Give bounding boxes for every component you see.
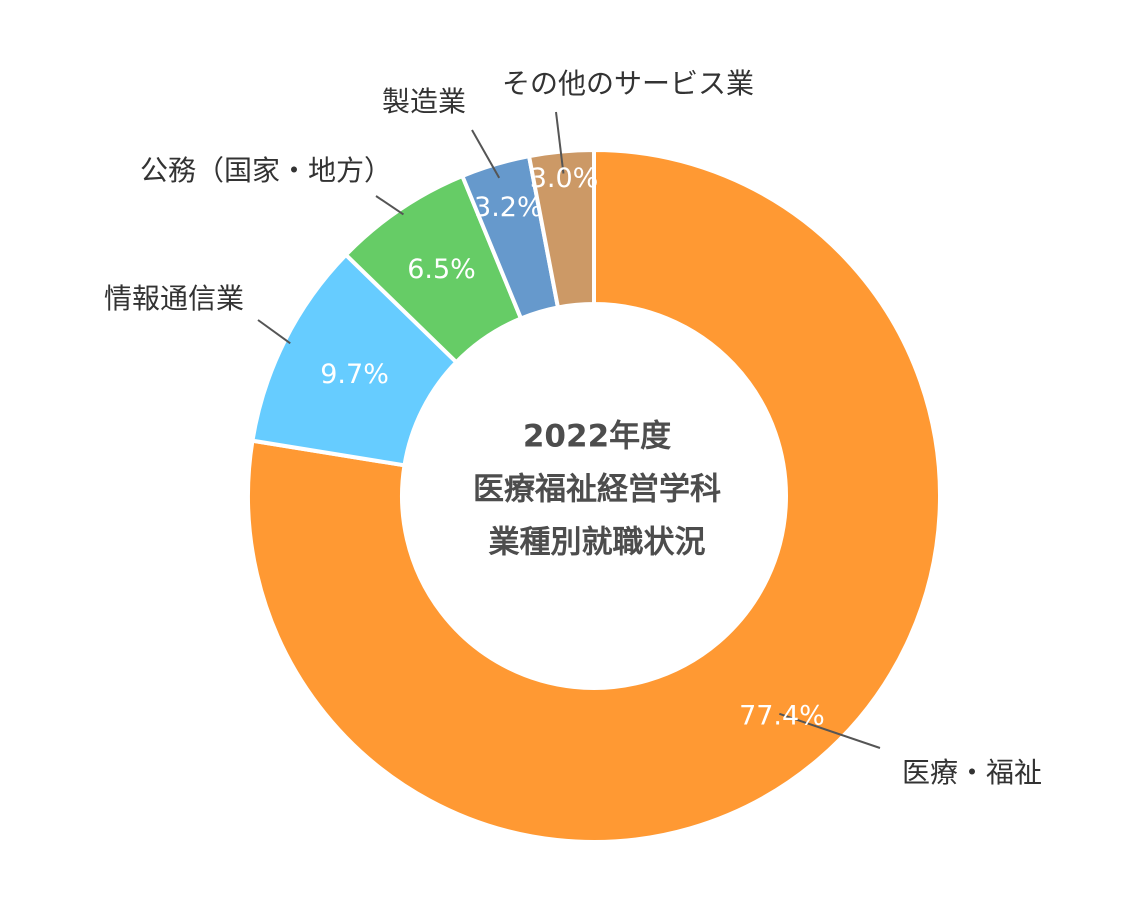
percentage-labels: 77.4% 9.7% 6.5% 3.2%3.0%	[320, 163, 825, 731]
category-labels: 医療・福祉 情報通信業 公務（国家・地方） 製造業 その他のサービス業	[104, 67, 1042, 789]
category-label-2: 情報通信業	[104, 282, 244, 315]
center-title-line-2: 医療福祉経営学科	[473, 472, 721, 508]
category-label-5: その他のサービス業	[502, 67, 754, 100]
leader-lines	[257, 111, 881, 749]
leader-line-5	[555, 111, 565, 174]
chart-slices	[246, 148, 942, 844]
chart-center-title: 2022年度 医療福祉経営学科 業種別就職状況	[473, 419, 721, 561]
percent-label-2: 9.7%	[320, 359, 389, 390]
slice-1	[246, 148, 942, 844]
leader-line-2	[257, 319, 291, 345]
category-label-1: 医療・福祉	[902, 756, 1042, 789]
center-title-line-3: 業種別就職状況	[489, 525, 706, 561]
percent-label-1: 77.4%	[739, 700, 825, 731]
leader-line-4	[471, 129, 501, 179]
percent-label-5: 3.0%	[530, 163, 599, 194]
percent-label-3: 6.5%	[407, 254, 476, 285]
percent-label-4: 3.2%	[474, 192, 543, 223]
slice-5	[527, 148, 596, 310]
category-label-3: 公務（国家・地方）	[140, 154, 392, 187]
center-title-line-1: 2022年度	[523, 419, 671, 455]
leader-line-3	[375, 195, 404, 216]
leader-line-1	[779, 712, 881, 749]
category-label-4: 製造業	[382, 85, 466, 118]
